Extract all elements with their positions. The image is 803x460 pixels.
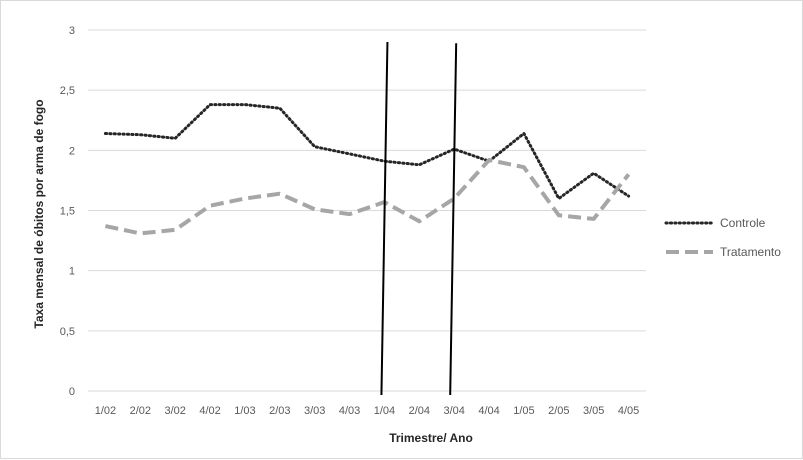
x-tick-label: 4/02 [199, 405, 220, 417]
x-tick-label: 2/02 [130, 405, 151, 417]
x-tick-label: 3/05 [583, 405, 604, 417]
x-tick-label: 1/05 [513, 405, 534, 417]
y-tick-label: 3 [69, 25, 75, 37]
x-tick-label: 4/03 [339, 405, 360, 417]
vertical-marker-line [449, 43, 458, 396]
y-tick-label: 2 [69, 145, 75, 157]
x-tick-label: 3/04 [443, 405, 464, 417]
x-axis-title: Trimestre/ Ano [389, 431, 473, 445]
x-tick-label: 2/04 [409, 405, 430, 417]
x-tick-labels: 1/02 2/02 3/02 4/02 1/03 2/03 3/03 4/03 1/04 2/04… [95, 405, 640, 417]
x-tick-label: 1/02 [95, 405, 116, 417]
x-tick-label: 4/05 [618, 405, 639, 417]
x-tick-label: 4/04 [478, 405, 499, 417]
x-tick-label: 2/05 [548, 405, 569, 417]
x-tick-label: 1/04 [374, 405, 395, 417]
y-tick-labels: 0 0,5 1 1,5 2 2,5 3 [60, 25, 75, 398]
gridlines [88, 29, 646, 392]
x-tick-label: 1/03 [234, 405, 255, 417]
vertical-markers [380, 42, 458, 396]
series-lines [103, 103, 631, 236]
x-tick-label: 2/03 [269, 405, 290, 417]
x-tick-label: 3/03 [304, 405, 325, 417]
y-tick-label: 0,5 [60, 326, 75, 338]
y-tick-label: 0 [69, 386, 75, 398]
y-tick-label: 1 [69, 266, 75, 278]
series-line-tratamento [104, 158, 631, 236]
x-tick-label: 3/02 [164, 405, 185, 417]
y-tick-label: 2,5 [60, 85, 75, 97]
legend: Controle Tratamento [664, 216, 781, 259]
y-tick-label: 1,5 [60, 206, 75, 218]
series-line-controle [103, 103, 631, 200]
legend-label-controle: Controle [720, 216, 766, 230]
legend-label-tratamento: Tratamento [720, 245, 781, 259]
y-axis-title: Taxa mensal de óbitos por arma de fogo [32, 99, 46, 328]
vertical-marker-line [380, 42, 389, 396]
